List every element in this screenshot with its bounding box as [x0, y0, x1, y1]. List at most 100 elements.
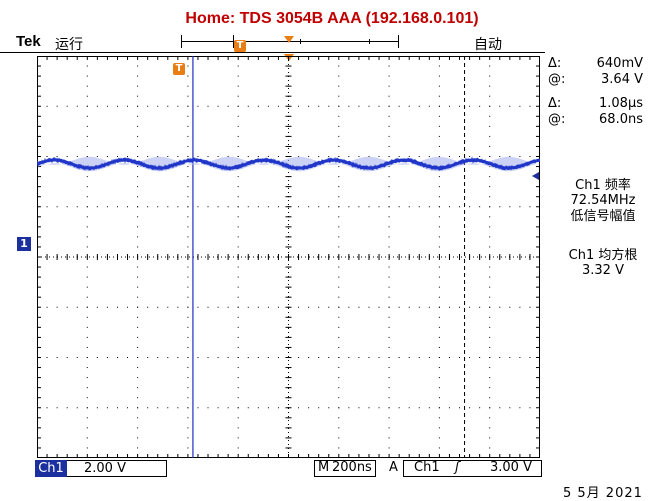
timebase-box[interactable] [314, 460, 376, 477]
grid-dot [187, 326, 189, 328]
ch1-ground-marker[interactable]: 1 [17, 237, 31, 251]
grid-dot [137, 437, 139, 439]
grid-dot [308, 105, 310, 107]
grid-dot [388, 417, 390, 419]
grid-dot [177, 206, 179, 208]
grid-dot [137, 166, 139, 168]
grid-dot [489, 427, 491, 429]
trigger-mode: 自动 [474, 37, 502, 53]
grid-dot [237, 105, 239, 107]
grid-dot [127, 357, 129, 358]
grid-dot [237, 427, 239, 429]
grid-dot [46, 306, 48, 308]
record-divider [0, 52, 545, 53]
grid-dot [308, 407, 310, 409]
grid-dot [338, 346, 340, 348]
grid-dot [167, 407, 169, 409]
grid-dot [187, 85, 189, 87]
grid-dot [227, 156, 229, 157]
grid-dot [66, 407, 68, 409]
grid-dot [368, 206, 370, 208]
grid-dot [489, 276, 491, 278]
trigger-box[interactable] [403, 460, 542, 477]
grid-dot [257, 357, 259, 358]
grid-dot [438, 357, 440, 358]
grid-dot [388, 316, 390, 318]
grid-dot [489, 75, 491, 77]
grid-dot [519, 206, 521, 208]
grid-dot [388, 176, 390, 178]
grid-dot [237, 336, 239, 338]
grid-dot [388, 357, 390, 358]
grid-dot [237, 346, 239, 348]
grid-dot [318, 357, 320, 358]
grid-dot [86, 316, 88, 318]
grid-dot [127, 407, 129, 409]
grid-dot [499, 357, 501, 358]
grid-dot [308, 357, 310, 358]
grid-dot [338, 206, 340, 208]
grid-dot [388, 427, 390, 429]
grid-dot [86, 387, 88, 389]
grid-dot [96, 306, 98, 308]
grid-dot [247, 407, 249, 409]
grid-dot [187, 266, 189, 268]
trigger-position-icon [284, 36, 294, 43]
grid-dot [489, 115, 491, 117]
grid-dot [137, 65, 139, 67]
grid-dot [338, 85, 340, 87]
grid-dot [177, 156, 179, 157]
grid-dot [398, 357, 400, 358]
grid-dot [388, 377, 390, 379]
grid-dot [66, 206, 68, 208]
grid-dot [489, 176, 491, 178]
grid-dot [76, 357, 78, 358]
grid-dot [86, 336, 88, 338]
grid-dot [489, 377, 491, 379]
grid-dot [338, 427, 340, 429]
grid-dot [217, 407, 219, 409]
grid-dot [187, 276, 189, 278]
grid-dot [479, 206, 481, 208]
grid-dot [398, 306, 400, 308]
rms-measurement-value: 3.32 V [582, 263, 624, 278]
grid-dot [187, 367, 189, 369]
grid-dot [428, 105, 430, 107]
grid-dot [116, 357, 118, 358]
grid-dot [137, 186, 139, 188]
channel-label[interactable]: Ch1 [35, 460, 67, 477]
grid-dot [418, 407, 420, 409]
grid-dot [187, 186, 189, 188]
grid-dot [348, 105, 350, 107]
grid-dot [197, 407, 199, 409]
grid-dot [438, 407, 440, 409]
trigger-label: A [389, 460, 398, 475]
grid-dot [187, 407, 189, 409]
date-readout: 5 5月 2021 [563, 486, 643, 501]
grid-dot [388, 166, 390, 168]
grid-dot [187, 105, 189, 107]
grid-dot [137, 377, 139, 379]
grid-dot [147, 206, 149, 208]
grid-dot [187, 216, 189, 218]
grid-dot [519, 407, 521, 409]
grid-dot [418, 357, 420, 358]
grid-dot [137, 85, 139, 87]
grid-dot [137, 176, 139, 178]
grid-dot [338, 447, 340, 449]
grid-dot [137, 216, 139, 218]
trigger-source: Ch1 [414, 460, 440, 475]
waveform-graticule[interactable] [37, 56, 540, 458]
grid-dot [86, 125, 88, 127]
grid-dot [66, 156, 68, 157]
grid-dot [237, 196, 239, 198]
grid-dot [358, 407, 360, 409]
grid-dot [408, 105, 410, 107]
grid-dot [448, 306, 450, 308]
grid-dot [237, 286, 239, 288]
grid-dot [137, 125, 139, 127]
grid-dot [489, 417, 491, 419]
grid-dot [86, 216, 88, 218]
grid-dot [489, 156, 491, 157]
grid-dot [86, 407, 88, 409]
